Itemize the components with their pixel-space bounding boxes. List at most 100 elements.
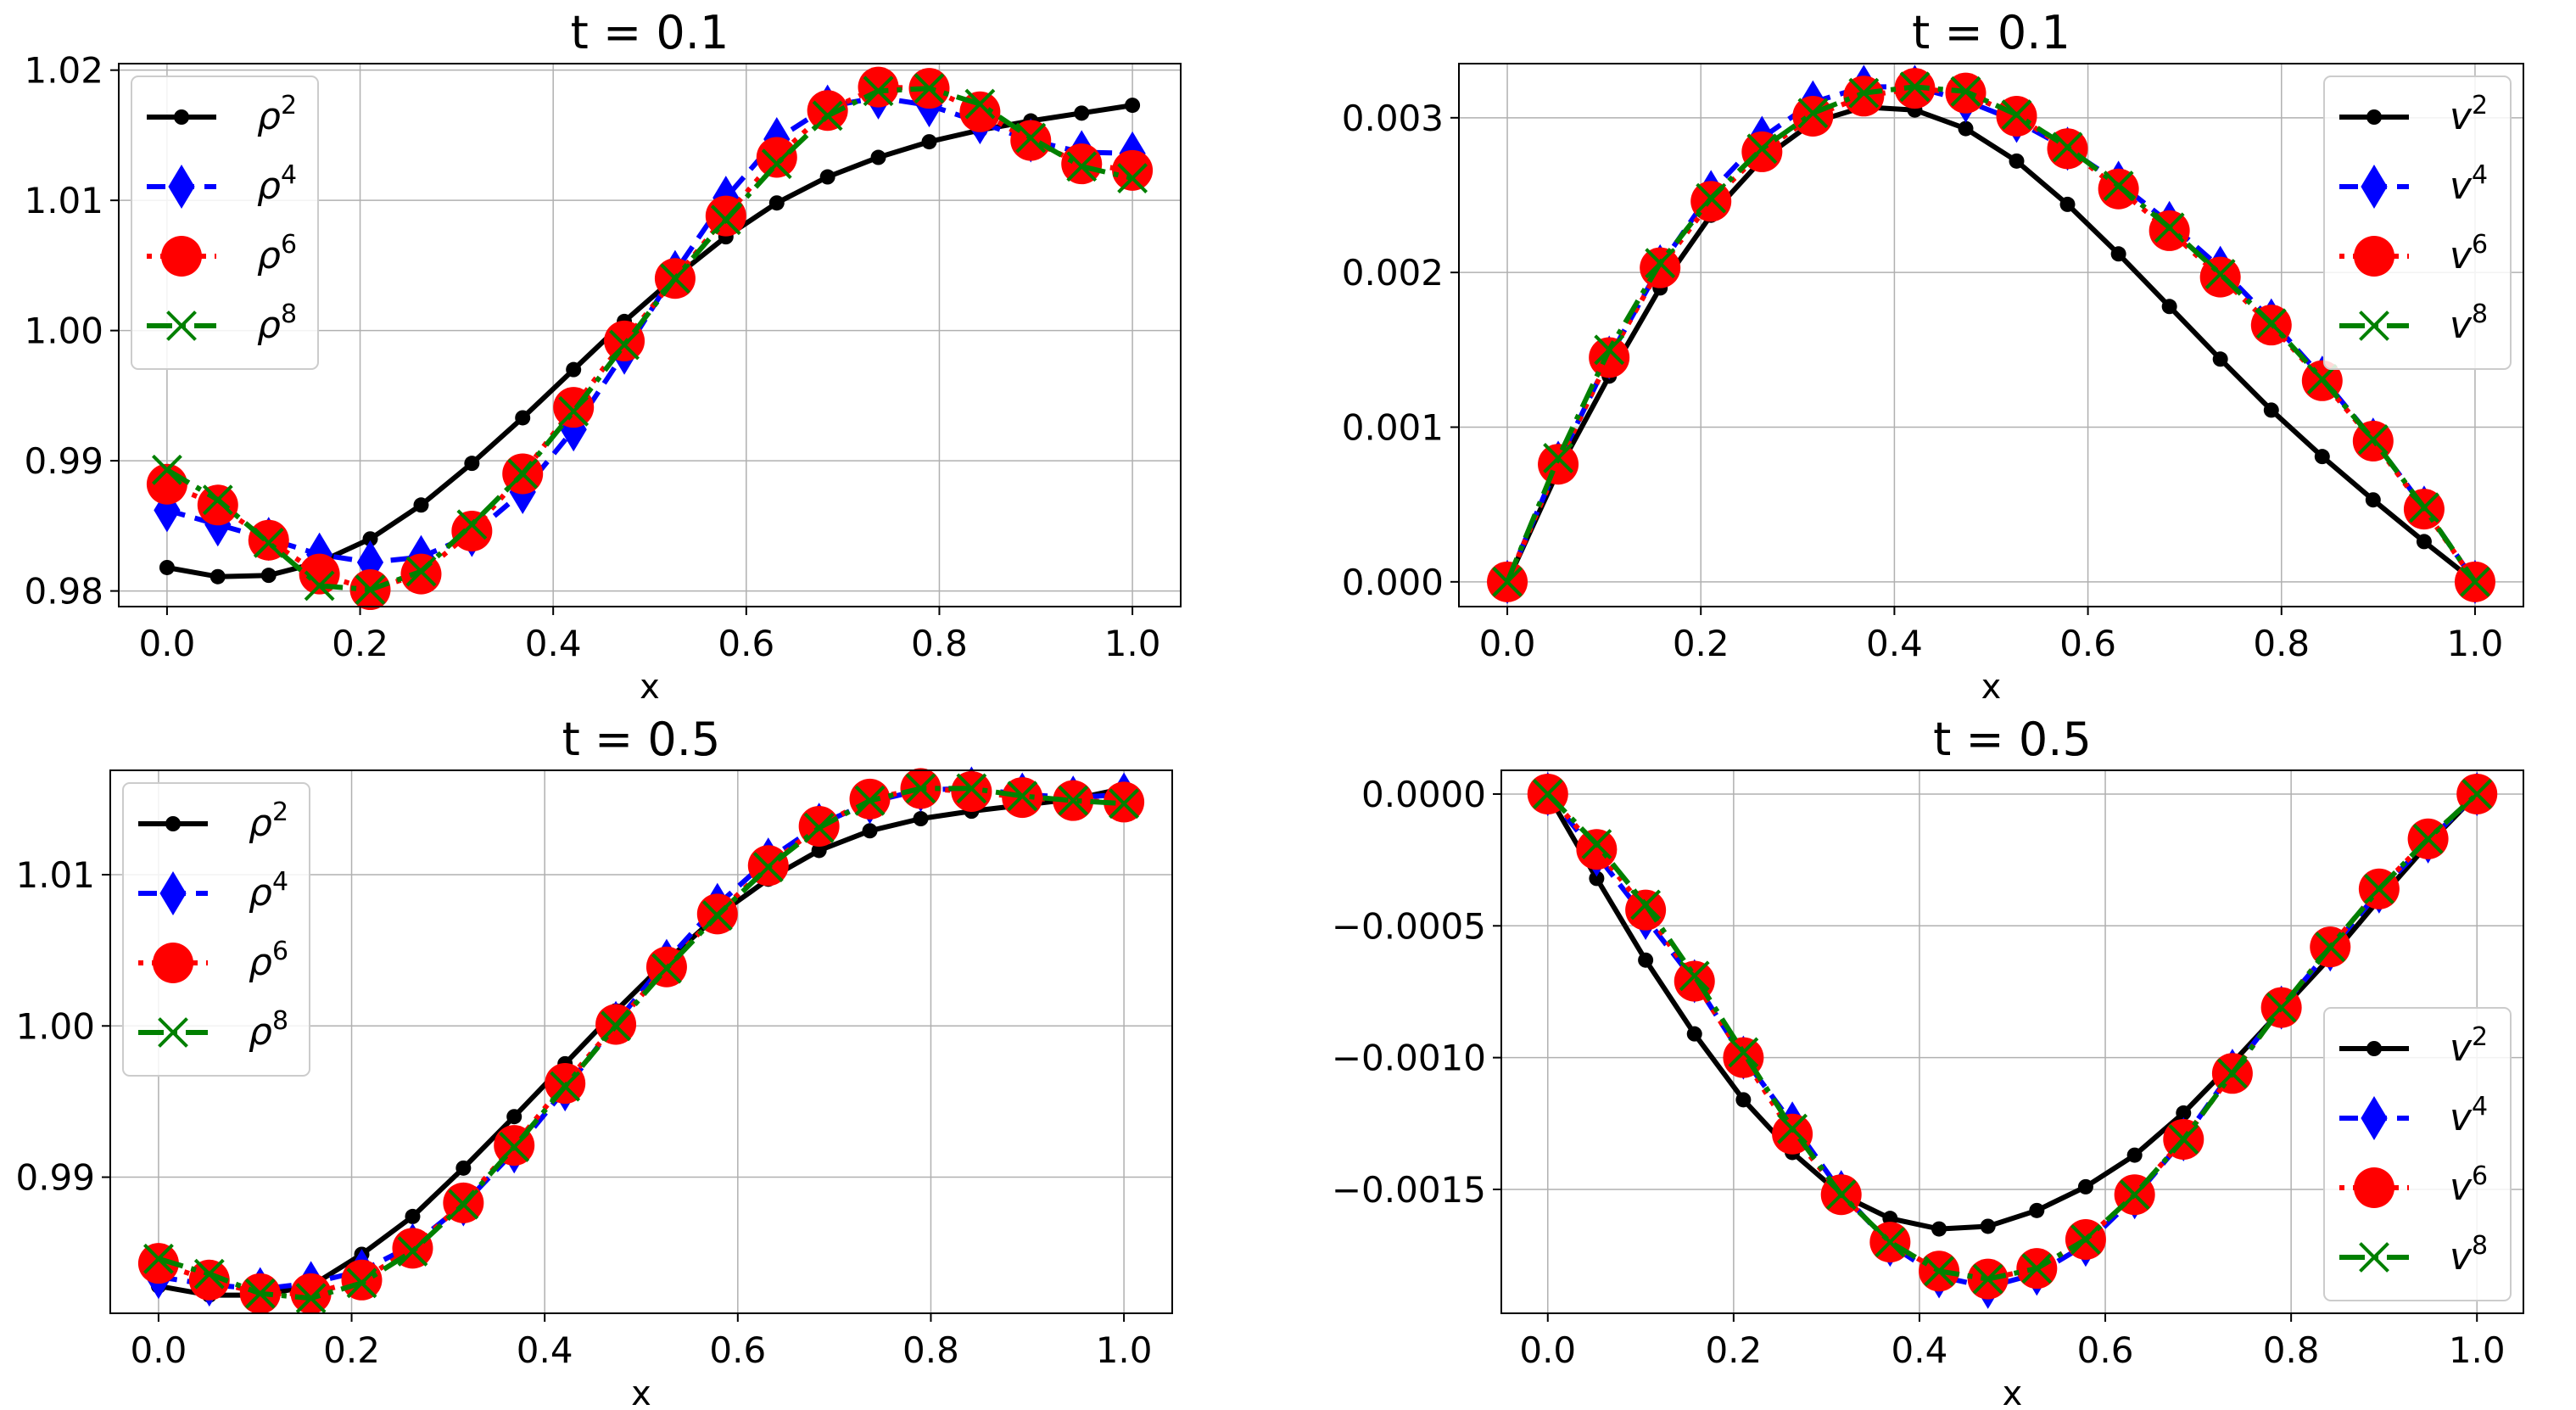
- data-point-rho8: [660, 263, 690, 294]
- data-point-rho6: [951, 770, 992, 812]
- x-tick-label: 0.8: [2263, 1329, 2320, 1371]
- data-point-rho8: [710, 204, 741, 236]
- legend-label-rho4: ρ4: [249, 867, 288, 915]
- x-axis-label: x: [2003, 1374, 2023, 1410]
- y-tick-label: −0.0005: [1332, 905, 1486, 947]
- data-point-v2: [1735, 1092, 1752, 1108]
- legend-label-v8: v8: [2450, 299, 2488, 347]
- legend-label-v4: v4: [2450, 1092, 2488, 1139]
- axes-frame: [1458, 63, 2524, 607]
- legend-marker-rho8: [158, 1017, 188, 1048]
- data-point-rho8: [964, 88, 996, 120]
- x-tick-label: 0.0: [131, 1329, 187, 1371]
- legend-superscript: 6: [281, 230, 297, 260]
- data-point-rho6: [705, 195, 746, 237]
- legend-box: [2323, 1007, 2512, 1301]
- legend-label-rho6: ρ6: [257, 230, 297, 277]
- legend-superscript: 2: [281, 91, 297, 120]
- legend-marker-v4: [2361, 165, 2388, 209]
- legend-label-rho4: ρ4: [257, 160, 297, 208]
- legend-superscript: 8: [2472, 299, 2488, 329]
- data-point-v2: [1686, 1026, 1702, 1042]
- data-point-v8: [1645, 248, 1676, 279]
- legend-superscript: 6: [2472, 230, 2488, 260]
- series-line-rho8: [165, 86, 1133, 592]
- data-point-v2: [1958, 120, 1974, 137]
- legend-marker-rho6: [161, 236, 202, 277]
- data-point-rho6: [451, 510, 493, 551]
- data-point-v8: [2103, 171, 2134, 201]
- x-tick-label: 1.0: [2449, 1329, 2506, 1371]
- data-point-v2: [2365, 492, 2381, 508]
- legend-marker-rho8: [166, 311, 197, 341]
- axes-frame: [118, 63, 1182, 607]
- legend-label-rho6: ρ6: [249, 937, 288, 984]
- data-point-rho8: [1015, 122, 1047, 154]
- legend-label-v4: v4: [2450, 160, 2488, 208]
- data-point-v2: [2212, 351, 2228, 367]
- y-tick-label: 0.000: [1342, 562, 1444, 603]
- x-axis-label: x: [631, 1374, 651, 1410]
- data-point-rho8: [854, 785, 886, 816]
- data-point-rho8: [956, 773, 987, 804]
- data-point-rho8: [142, 1243, 174, 1274]
- x-axis-label: x: [1981, 668, 2002, 707]
- data-point-v8: [2154, 212, 2185, 243]
- legend-symbol: v: [2450, 1096, 2473, 1139]
- data-point-rho8: [1117, 163, 1148, 193]
- data-point-v6: [1538, 444, 1579, 485]
- chart-title: t = 0.5: [562, 713, 721, 766]
- data-point-rho6: [197, 484, 238, 526]
- data-point-v8: [1532, 779, 1563, 809]
- legend-superscript: 8: [281, 299, 297, 329]
- data-point-v2: [2416, 534, 2432, 550]
- y-tick-label: 1.00: [24, 311, 103, 352]
- data-point-rho8: [304, 570, 335, 601]
- legend-label-v6: v6: [2450, 1161, 2488, 1209]
- data-point-rho8: [253, 527, 284, 558]
- data-point-rho2: [566, 361, 582, 378]
- series-line-v2: [1545, 792, 2479, 1232]
- x-tick-label: 1.0: [1096, 1329, 1153, 1371]
- chart-title: t = 0.1: [1912, 6, 2070, 59]
- subplot-bottom-right-v: 0.0 0.2 0.4 0.6 0.8 1.0 0.0000 −0.0005 −0.0010 −0…: [1332, 713, 2524, 1410]
- x-tick-label: 0.6: [2059, 623, 2116, 664]
- data-point-rho2: [362, 531, 378, 547]
- data-point-rho8: [701, 900, 733, 932]
- data-point-rho2: [464, 456, 480, 472]
- data-point-rho2: [210, 568, 226, 585]
- legend-superscript: 2: [2472, 91, 2488, 120]
- legend-marker-rho2: [174, 109, 189, 125]
- data-point-v8: [2363, 873, 2394, 904]
- data-point-rho8: [905, 773, 936, 804]
- legend-symbol: v: [2450, 165, 2473, 208]
- y-tick-label: 1.01: [24, 180, 103, 221]
- data-point-rho8: [601, 1010, 631, 1042]
- x-tick-label: 0.4: [1891, 1329, 1948, 1371]
- legend-label-v2: v2: [2450, 91, 2488, 138]
- data-point-rho6: [1112, 149, 1154, 191]
- data-point-rho8: [448, 1189, 479, 1220]
- legend-symbol: ρ: [249, 1010, 272, 1054]
- data-point-v8: [1594, 334, 1625, 366]
- legend-symbol: ρ: [249, 941, 272, 984]
- legend-symbol: v: [2450, 1235, 2473, 1279]
- data-point-rho2: [862, 823, 878, 839]
- data-point-v8: [1630, 889, 1662, 920]
- legend-symbol: ρ: [257, 95, 281, 138]
- legend-superscript: 4: [281, 160, 297, 190]
- data-point-v2: [2263, 402, 2279, 418]
- data-point-v8: [2021, 1253, 2053, 1284]
- data-point-rho2: [913, 811, 929, 827]
- data-point-rho8: [244, 1278, 276, 1309]
- data-point-rho8: [550, 1071, 581, 1102]
- data-point-v8: [2168, 1124, 2199, 1155]
- data-point-rho8: [1007, 781, 1038, 812]
- data-point-rho2: [506, 1109, 522, 1125]
- data-point-rho2: [260, 568, 277, 584]
- data-point-v2: [2009, 153, 2025, 169]
- data-point-rho2: [1074, 105, 1090, 121]
- data-point-rho6: [248, 519, 289, 561]
- chart-title: t = 0.5: [1933, 713, 2092, 766]
- data-point-rho6: [807, 90, 848, 131]
